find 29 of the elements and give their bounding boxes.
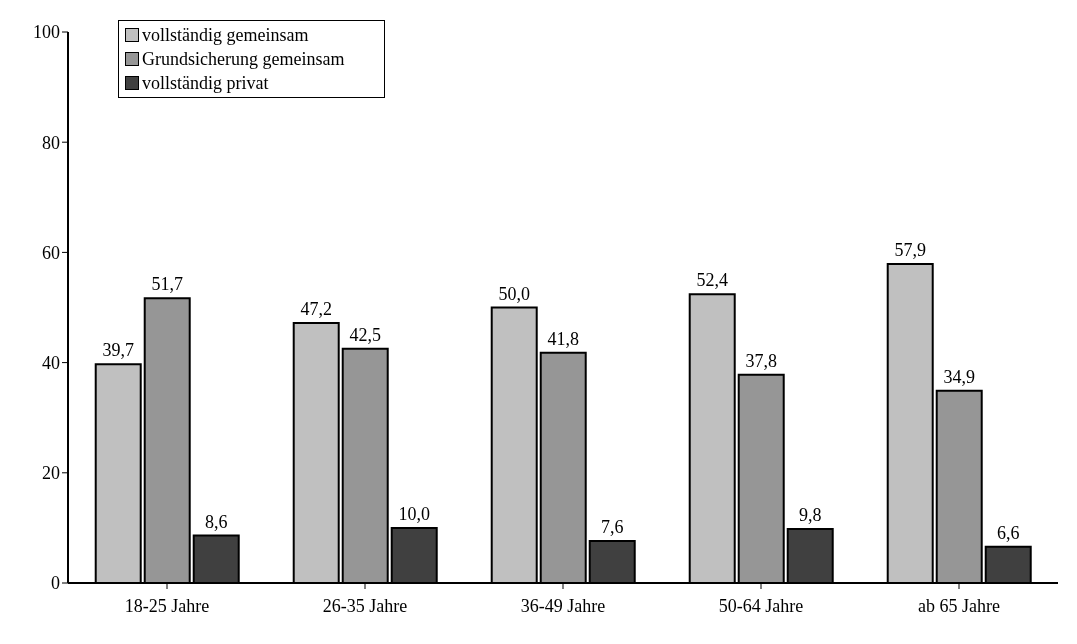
data-label: 51,7 [151, 274, 183, 295]
data-label: 57,9 [894, 239, 926, 260]
data-label: 10,0 [398, 503, 430, 524]
legend-label: Grundsicherung gemeinsam [142, 48, 345, 71]
data-label: 50,0 [498, 283, 530, 304]
x-tick-label: 50-64 Jahre [718, 595, 804, 616]
data-label: 41,8 [547, 328, 579, 349]
x-tick-label: ab 65 Jahre [918, 595, 1000, 616]
data-label: 9,8 [798, 505, 822, 525]
x-tick-label: 36-49 Jahre [520, 595, 606, 616]
x-tick-label: 26-35 Jahre [322, 595, 408, 616]
data-label: 6,6 [996, 522, 1020, 543]
y-tick-label: 80 [42, 132, 60, 153]
y-tick-label: 20 [42, 463, 60, 484]
y-tick-label: 100 [33, 22, 60, 43]
data-label: 34,9 [943, 366, 975, 387]
data-label: 52,4 [696, 270, 728, 291]
data-label: 47,2 [300, 298, 332, 319]
data-label: 37,8 [745, 350, 777, 371]
legend-label: vollständig gemeinsam [142, 24, 309, 47]
data-label: 8,6 [204, 511, 228, 532]
legend-label: vollständig privat [142, 72, 269, 95]
y-tick-label: 40 [42, 352, 60, 373]
y-tick-label: 60 [42, 242, 60, 263]
y-tick-label: 0 [51, 573, 60, 594]
x-tick-label: 18-25 Jahre [124, 595, 210, 616]
data-label: 7,6 [600, 517, 624, 538]
data-label: 42,5 [349, 324, 381, 345]
data-label: 39,7 [102, 340, 134, 361]
